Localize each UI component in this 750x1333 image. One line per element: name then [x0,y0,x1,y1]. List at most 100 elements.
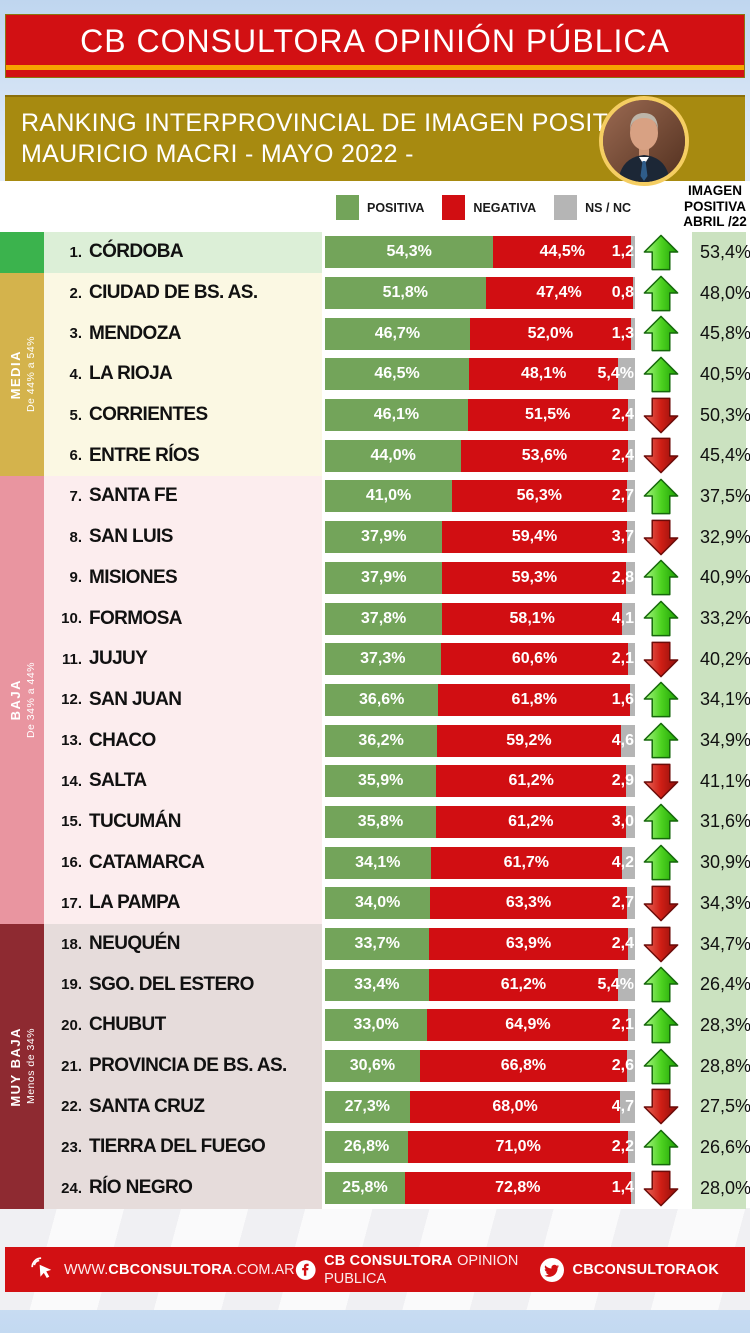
trend-arrow [635,681,692,718]
positive-segment: 35,8% [325,805,436,838]
table-row: 11. JUJUY 37,3% 60,6% 2,1 40,2% [0,638,750,680]
nsnc-segment [626,480,635,513]
april-value: 27,5% [700,1096,750,1117]
table-row: 18. NEUQUÉN 33,7% 63,9% 2,4 34,7% [0,923,750,965]
nsnc-value: 3,7 [611,528,634,546]
trend-arrow [635,315,692,352]
category-band: MEDIA De 44% a 54% [0,272,44,477]
province-label-area: 20. CHUBUT [44,1005,322,1046]
april-value: 32,9% [700,526,750,547]
positive-segment: 27,3% [325,1090,410,1123]
province-name: LA PAMPA [89,892,181,914]
positive-segment: 37,9% [325,521,443,554]
province-label-area: 24. RÍO NEGRO [44,1167,322,1209]
negative-value: 59,3% [511,568,558,586]
stacked-bar: 46,7% 52,0% 1,3 [325,317,635,350]
positive-value: 46,1% [373,406,420,424]
province-label-area: 4. LA RIOJA [44,354,322,395]
stacked-bar: 30,6% 66,8% 2,6 [325,1050,635,1083]
stacked-bar: 25,8% 72,8% 1,4 [325,1172,635,1205]
april-value-cell: 53,4% [692,232,750,273]
nsnc-segment [630,317,635,350]
positive-segment: 35,9% [325,765,437,798]
trend-arrow [635,763,692,800]
bar-area: 46,1% 51,5% 2,4 [322,394,692,436]
trend-arrow [635,559,692,596]
april-value-cell: 45,4% [692,435,750,477]
negative-value: 44,5% [539,243,585,261]
nsnc-value: 1,2 [611,243,634,261]
province-name: CIUDAD DE BS. AS. [89,282,258,304]
twitter-icon [539,1257,564,1282]
bar-area: 30,6% 66,8% 2,6 [322,1045,692,1087]
nsnc-value: 2,1 [611,1016,634,1034]
table-row: 8. SAN LUIS 37,9% 59,4% 3,7 32,9% [0,516,750,558]
nsnc-segment [620,724,635,757]
province-name: FORMOSA [89,607,183,629]
positive-value: 36,6% [359,690,405,708]
province-name: SAN JUAN [89,688,182,710]
stacked-bar: 46,5% 48,1% 5,4% [325,358,635,391]
nsnc-value: 2,4 [611,935,634,953]
negative-value: 58,1% [509,609,555,627]
negative-segment: 66,8% [419,1050,627,1083]
category-bands: MEDIA De 44% a 54% BAJA De 34% a 44% MUY BAJ… [0,232,44,1209]
nsnc-value: 5,4% [597,975,634,993]
province-name: SAN LUIS [89,526,173,548]
rank-number: 6. [69,447,82,465]
rank-number: 17. [61,894,82,912]
website-prefix: WWW. [64,1261,109,1278]
page-title: CB CONSULTORA OPINIÓN PÚBLICA [80,23,670,59]
positive-value: 25,8% [342,1179,388,1197]
bar-area: 46,7% 52,0% 1,3 [322,313,692,355]
rank-number: 8. [69,528,82,546]
stacked-bar: 41,0% 56,3% 2,7 [325,480,635,513]
province-name: MISIONES [89,566,178,588]
bar-area: 37,3% 60,6% 2,1 [322,638,692,680]
negative-value: 61,2% [500,975,547,993]
table-row: 6. ENTRE RÍOS 44,0% 53,6% 2,4 45,4% [0,435,750,477]
table-row: 13. CHACO 36,2% 59,2% 4,6 34,9% [0,720,750,761]
website-url: WWW.CBCONSULTORA.COM.AR [64,1261,295,1279]
trend-arrow [635,722,692,759]
april-value: 28,8% [700,1055,750,1076]
table-row: 15. TUCUMÁN 35,8% 61,2% 3,0 31,6% [0,801,750,843]
legend-label: POSITIVA [367,200,425,215]
stacked-bar: 46,1% 51,5% 2,4 [325,399,635,432]
negative-segment: 47,4% [485,277,633,310]
facebook-name-light: OPINION PUBLICA [324,1252,519,1287]
nsnc-value: 2,7 [611,487,634,505]
nsnc-value: 2,1 [611,650,634,668]
facebook-handle: CB CONSULTORA OPINION PUBLICA [324,1252,538,1288]
province-label-area: 14. SALTA [44,760,322,802]
negative-segment: 61,7% [430,846,622,879]
stacked-bar: 33,0% 64,9% 2,1 [325,1009,635,1042]
nsnc-value: 2,8 [611,568,634,586]
april-value-cell: 26,6% [692,1127,750,1168]
bar-area: 46,5% 48,1% 5,4% [322,354,692,395]
nsnc-segment [630,1172,635,1205]
province-label-area: 7. SANTA FE [44,476,322,517]
table-row: 19. SGO. DEL ESTERO 33,4% 61,2% 5,4% 26,… [0,964,750,1006]
rank-number: 19. [61,976,82,994]
positive-segment: 33,4% [325,968,429,1001]
negative-segment: 53,6% [461,439,628,472]
negative-segment: 52,0% [469,317,631,350]
positive-segment: 46,5% [325,358,470,391]
bar-area: 35,8% 61,2% 3,0 [322,801,692,843]
rank-number: 11. [61,650,82,668]
rank-number: 10. [61,610,82,628]
negative-segment: 56,3% [452,480,627,513]
stacked-bar: 34,1% 61,7% 4,2 [325,846,635,879]
banner-line-2: MAURICIO MACRI - MAYO 2022 - [21,140,414,168]
trend-arrow [635,1088,692,1125]
province-name: RÍO NEGRO [89,1177,193,1199]
positive-segment: 54,3% [325,236,494,269]
legend-item: POSITIVA [336,195,424,220]
april-value: 28,3% [700,1014,750,1035]
positive-value: 35,9% [357,772,404,790]
nsnc-segment [630,683,635,716]
stacked-bar: 35,9% 61,2% 2,9 [325,765,635,798]
facebook-icon [295,1259,316,1280]
table-row: 12. SAN JUAN 36,6% 61,8% 1,6 34,1% [0,679,750,721]
